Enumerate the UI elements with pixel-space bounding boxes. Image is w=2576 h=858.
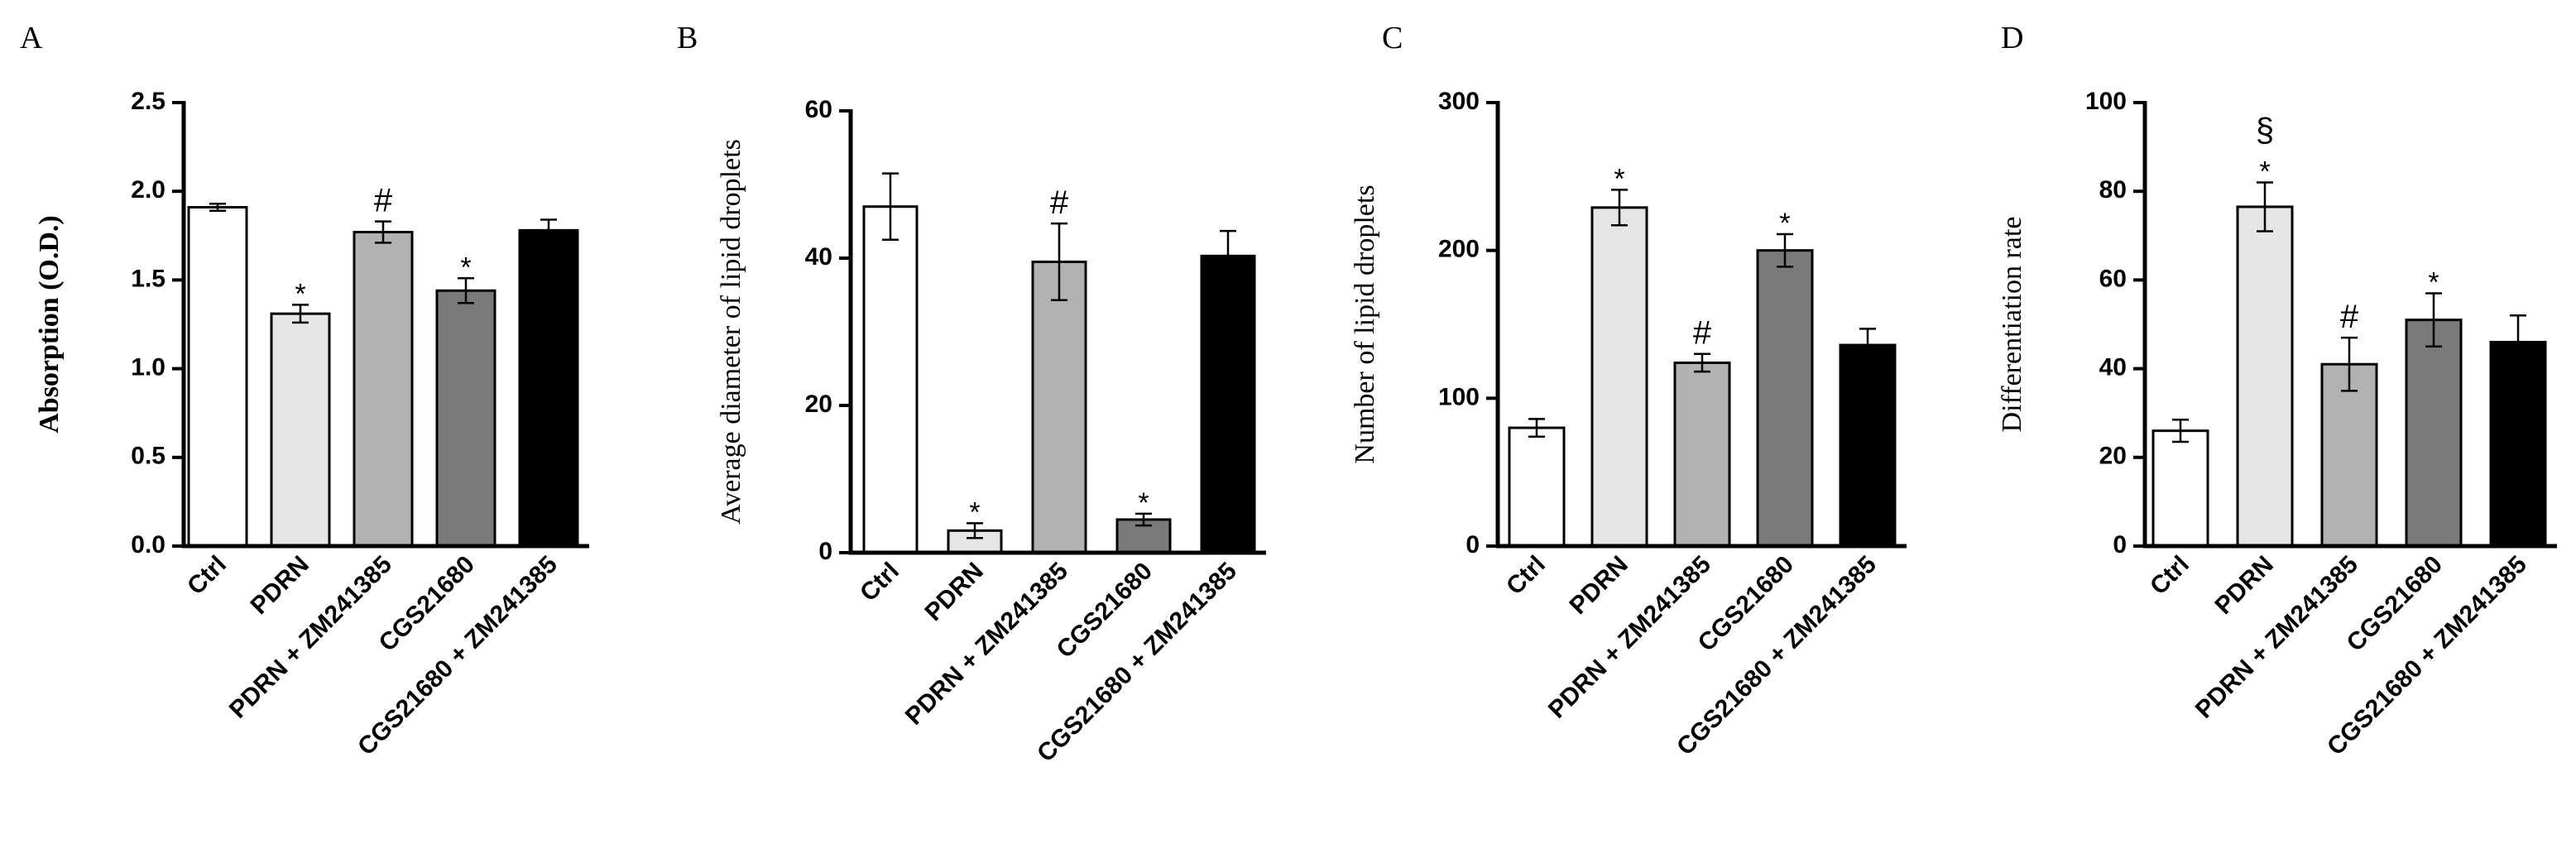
panel-letter: D [2001,21,2023,55]
y-tick-label: 40 [805,243,832,271]
significance-mark: * [1138,487,1149,519]
error-bar-1 [1611,189,1628,227]
y-tick-label: 60 [805,96,832,123]
error-bar-1 [292,304,309,324]
x-tick-label: Ctrl [855,558,904,607]
x-tick-label: Ctrl [1501,551,1551,601]
bar-2 [353,231,414,548]
y-tick-label: 2.5 [131,88,165,115]
y-tick-label: 80 [2099,176,2127,204]
y-tick-label: 100 [2085,88,2127,115]
y-tick-label: 0 [1465,531,1480,558]
bar-1 [1590,206,1648,548]
error-bar-3 [1777,232,1793,268]
error-bar-4 [1220,229,1236,282]
panel-c: C Number of lipid droplets Ctrl * PDRN # PDRN … [1350,21,1907,760]
panel-letter: A [20,21,43,55]
y-axis-label: Number of lipid droplets [1350,185,1380,463]
y-axis-label: Differentiation rate [1997,217,2027,433]
y-tick-label: 200 [1438,236,1480,263]
error-bar-3 [2425,292,2442,348]
panel-d: D Differentiation rate Ctrl * § PDRN # PDRN + Z… [1997,21,2557,760]
y-tick-label: 40 [2099,354,2127,381]
error-bar-0 [1528,418,1545,439]
y-tick-label: 0.5 [131,443,165,470]
significance-mark: # [374,183,393,219]
error-bar-2 [2341,336,2358,392]
bar-4 [2489,340,2547,548]
error-bar-3 [458,277,474,304]
error-bar-0 [882,172,899,241]
y-tick-label: 100 [1438,383,1480,410]
error-bar-3 [1135,512,1152,527]
y-tick-label: 60 [2099,265,2127,292]
bar-0 [1508,426,1566,548]
significance-mark: * [2259,156,2270,187]
y-tick-label: 1.0 [131,354,165,381]
x-tick-label: Ctrl [182,551,232,601]
bar-0 [187,205,248,548]
panel-b: B Average diameter of lipid droplets Ctrl *… [677,21,1266,767]
x-tick-label: PDRN [920,558,989,626]
error-bar-4 [2510,314,2526,370]
significance-mark: # [1693,315,1712,352]
panel-letter: B [677,21,698,55]
error-bar-2 [1051,222,1067,301]
error-bar-0 [209,202,226,213]
x-tick-label: PDRN + ZM241385 [2190,551,2363,724]
significance-mark: * [460,252,471,283]
x-tick-label: Ctrl [2145,551,2195,601]
y-tick-label: 20 [805,391,832,418]
significance-mark: # [1050,185,1069,221]
bar-3 [2405,319,2463,548]
bar-2 [1673,361,1731,548]
significance-mark: * [969,496,980,528]
y-tick-label: 0 [2113,531,2127,558]
bar-4 [518,228,579,548]
y-tick-label: 20 [2099,443,2127,470]
significance-mark: * [1779,208,1790,239]
x-tick-label: PDRN [246,551,314,620]
significance-mark: § [2256,112,2274,148]
error-bar-4 [540,218,557,242]
bar-1 [270,312,331,548]
significance-mark: * [295,278,305,309]
panel-letter: C [1382,21,1403,55]
error-bar-1 [967,522,983,539]
y-axis-label: Absorption (O.D.) [34,215,65,434]
error-bar-0 [2172,418,2189,443]
y-tick-label: 2.0 [131,176,165,204]
bar-1 [2236,205,2294,548]
y-tick-label: 0.0 [131,531,165,558]
bar-3 [435,289,496,548]
significance-mark: # [2340,299,2359,335]
error-bar-4 [1859,328,1876,362]
error-bar-2 [1694,352,1710,373]
x-tick-label: PDRN + ZM241385 [224,551,397,724]
y-tick-label: 300 [1438,88,1480,115]
y-tick-label: 1.5 [131,265,165,292]
bar-4 [1839,343,1897,548]
x-tick-label: PDRN + ZM241385 [900,558,1073,731]
x-tick-label: PDRN + ZM241385 [1543,551,1716,724]
x-tick-label: PDRN [1565,551,1633,620]
bar-2 [1031,260,1087,554]
y-tick-label: 0 [818,538,832,565]
bar-0 [2151,429,2209,548]
bar-4 [1200,254,1256,554]
significance-mark: * [1614,163,1624,194]
x-tick-label: PDRN [2210,551,2279,620]
bar-0 [862,205,919,554]
bar-3 [1756,249,1814,548]
y-axis-label: Average diameter of lipid droplets [716,139,746,525]
significance-mark: * [2428,266,2439,298]
error-bar-1 [2257,181,2273,232]
panel-a: A Absorption (O.D.) Ctrl * PDRN # PDRN + ZM241… [20,21,589,760]
error-bar-2 [375,220,391,244]
